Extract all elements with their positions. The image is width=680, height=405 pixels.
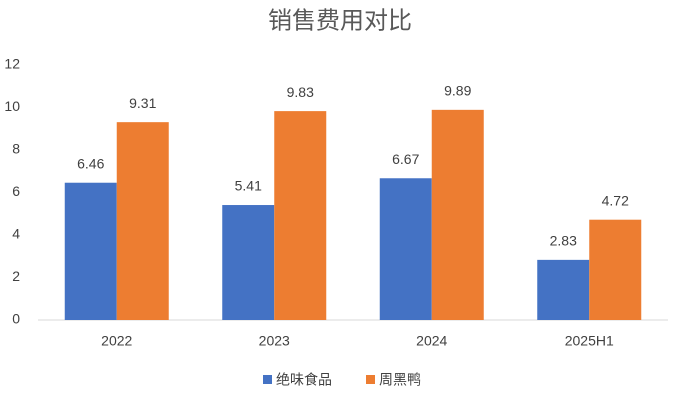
data-label: 6.67	[392, 151, 419, 167]
y-tick-label: 6	[12, 183, 20, 199]
y-tick-label: 8	[12, 141, 20, 157]
x-tick-label: 2022	[101, 333, 132, 349]
bar	[274, 111, 327, 320]
x-tick-label: 2023	[259, 333, 290, 349]
bar	[64, 182, 117, 320]
data-label: 9.31	[129, 95, 156, 111]
bar	[222, 205, 275, 320]
data-label: 5.41	[235, 178, 262, 194]
y-tick-label: 10	[4, 98, 20, 114]
x-tick-label: 2025H1	[565, 333, 614, 349]
bar	[589, 219, 642, 320]
x-tick-label: 2024	[416, 333, 447, 349]
legend-swatch	[263, 375, 272, 384]
data-label: 2.83	[550, 233, 577, 249]
data-label: 9.83	[287, 84, 314, 100]
legend-label: 绝味食品	[276, 372, 332, 388]
y-tick-label: 12	[4, 56, 20, 72]
y-tick-label: 2	[12, 268, 20, 284]
data-label: 4.72	[602, 192, 629, 208]
bar	[116, 122, 169, 320]
y-tick-label: 4	[12, 226, 20, 242]
y-tick-label: 0	[12, 311, 20, 327]
data-label: 9.89	[444, 83, 471, 99]
bar	[537, 259, 590, 320]
chart-title: 销售费用对比	[268, 7, 412, 34]
bar	[379, 178, 432, 320]
data-label: 6.46	[77, 155, 104, 171]
legend-swatch	[366, 375, 375, 384]
bar	[431, 109, 484, 321]
legend-label: 周黑鸭	[379, 372, 421, 388]
